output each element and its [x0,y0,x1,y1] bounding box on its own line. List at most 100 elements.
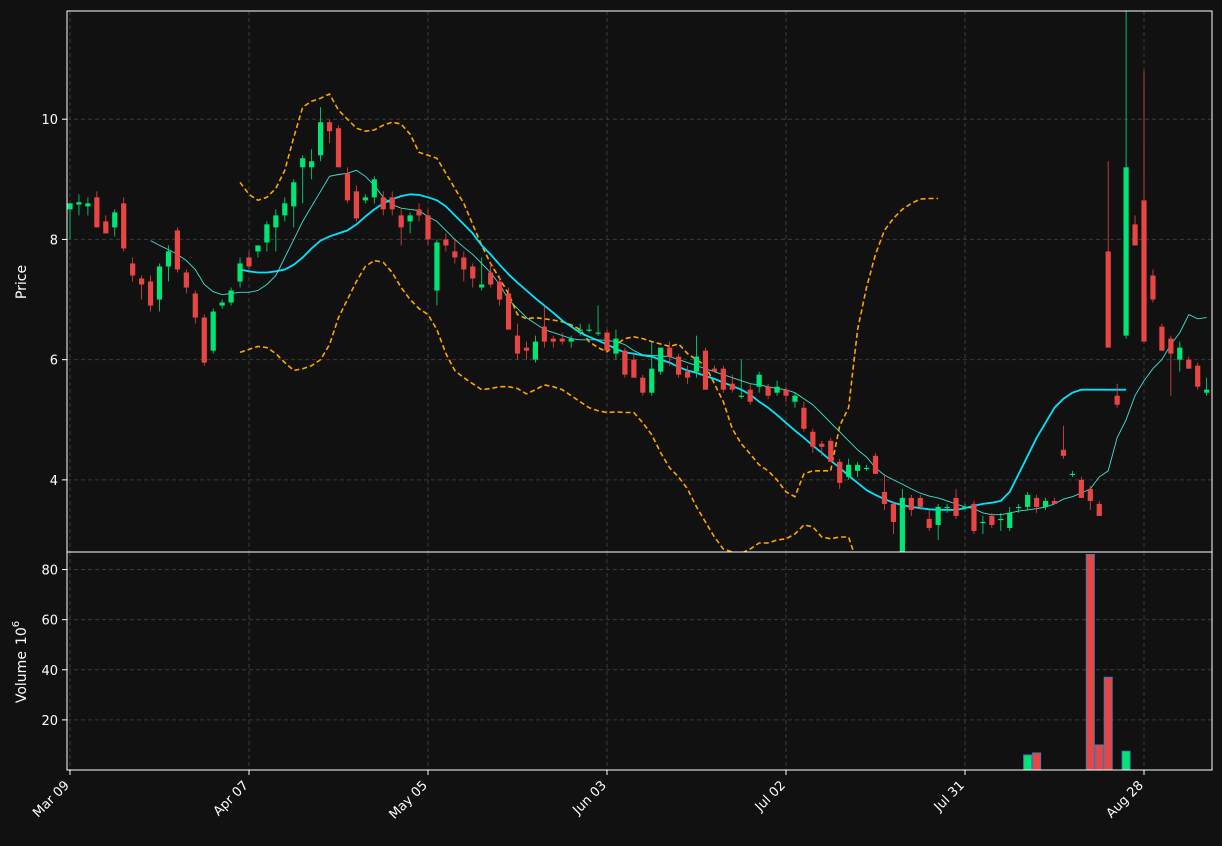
candle-body [112,212,118,228]
candle-body [756,374,762,387]
candle-body [1141,200,1147,342]
candle-body [720,368,726,390]
candle-body [783,389,789,396]
candle-body [1016,506,1022,509]
candle-body [702,350,709,390]
candle-body [711,368,717,372]
candle-body [1060,449,1067,456]
candle-body [604,332,610,351]
price-y-tick-label: 4 [50,474,58,489]
candle-body [67,203,73,210]
candle-body [470,266,476,279]
candle-body [658,347,664,372]
candle-body [210,311,216,351]
candle-body [174,230,180,270]
volume-bar [1094,744,1104,770]
candle-body [1051,500,1058,504]
candle-body [1114,395,1120,405]
price-panel [67,11,1210,552]
candle-body [631,359,637,378]
candle-body [944,506,950,509]
candle-body [156,266,163,300]
candle-body [998,518,1004,521]
candle-body [1159,326,1165,351]
volume-y-tick-label: 20 [41,714,58,729]
volume-y-tick-label: 60 [41,614,58,629]
candle-body [380,197,386,210]
candle-body [568,338,574,342]
candle-body [479,284,485,288]
candle-body [684,371,691,378]
candle-body [246,257,252,267]
candle-body [76,202,82,205]
candle-body [452,251,458,258]
price-y-tick-label: 6 [50,354,58,369]
candle-body [1132,224,1138,246]
price-y-tick-label: 8 [50,233,58,248]
candle-body [828,440,834,462]
volume-axis-exponent: 6 [11,621,22,627]
candle-body [192,293,198,318]
candle-body [1177,347,1183,360]
candle-body [541,326,547,342]
candle-body [559,338,565,342]
volume-bar [1121,750,1131,770]
candle-body [398,215,404,228]
candle-body [1078,479,1084,498]
candle-body [121,203,127,249]
candle-body [353,191,359,219]
candle-body [908,497,914,510]
candle-body [318,122,324,156]
candle-body [926,518,932,528]
candle-body [407,215,413,222]
candle-body [139,278,145,285]
candle-body [810,431,816,447]
candle-body [1034,497,1040,507]
bollinger-upper-line [239,92,939,498]
price-y-tick-label: 10 [41,113,58,128]
candle-body [980,521,986,524]
candle-body [1186,359,1192,369]
candle-body [1123,167,1129,336]
candle-body [326,122,333,132]
candle-body [183,272,189,288]
candle-body [461,257,467,270]
candle-body [989,515,995,525]
candle-body [890,503,896,522]
candle-body [201,317,207,363]
candle-body [103,221,109,234]
candle-body [335,128,342,168]
candle-body [165,251,172,267]
candle-body [130,263,136,276]
candle-body [1087,488,1093,501]
candle-body [416,209,422,216]
candle-body [282,203,288,216]
candle-body [640,377,646,393]
candle-body [273,215,279,228]
candle-body [255,245,261,252]
candle-body [425,215,431,240]
candle-body [872,455,879,474]
candle-body [613,338,619,354]
candle-body [1007,512,1013,528]
candle-body [371,179,377,198]
candle-body [935,506,941,525]
price-grid [67,11,1212,552]
candle-body [514,335,521,354]
candle-body [147,281,154,306]
candle-body [237,263,243,282]
candle-body [792,395,798,402]
volume-y-tick-label: 80 [41,564,58,579]
candle-body [443,239,449,246]
candle-body [801,407,807,429]
candle-body [765,386,771,396]
candle-body [649,368,655,393]
candle-body [532,341,538,360]
volume-axis-label-text: Volume [14,651,30,703]
candle-body [362,197,368,201]
candle-body [1168,338,1174,354]
volume-bar [1103,676,1113,770]
candle-body [667,347,673,357]
candle-body [505,293,512,330]
